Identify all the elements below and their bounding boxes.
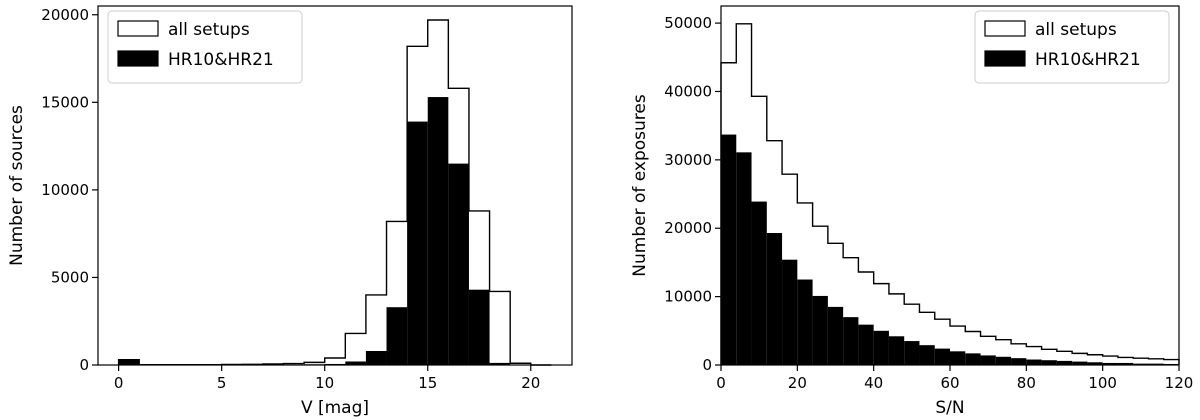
y-tick-label: 10000 (664, 288, 712, 306)
bar (812, 295, 828, 365)
y-tick-label: 10000 (41, 181, 89, 199)
legend-label: HR10&HR21 (168, 50, 274, 70)
x-tick-label: 80 (1017, 374, 1036, 392)
bar (721, 134, 737, 365)
x-tick-label: 60 (940, 374, 959, 392)
y-axis-label: Number of exposures (630, 94, 650, 277)
bar (1011, 358, 1027, 365)
bar (782, 259, 798, 365)
x-axis-label: V [mag] (301, 398, 369, 418)
legend-swatch (984, 20, 1026, 37)
bar (751, 201, 767, 365)
x-tick-label: 0 (716, 374, 726, 392)
y-tick-label: 15000 (41, 93, 89, 111)
bar (736, 152, 752, 365)
x-tick-label: 15 (418, 374, 437, 392)
x-tick-label: 5 (217, 374, 227, 392)
bar (1148, 363, 1164, 365)
bar (888, 336, 905, 365)
x-tick-label: 10 (315, 374, 334, 392)
bar (468, 289, 490, 365)
bar (448, 163, 469, 365)
legend-swatch (984, 50, 1026, 67)
bar (965, 353, 981, 365)
y-tick-label: 20000 (664, 219, 712, 237)
bar (118, 360, 140, 365)
y-tick-label: 50000 (664, 14, 712, 32)
bar (1117, 362, 1134, 365)
y-tick-label: 40000 (664, 82, 712, 100)
bar (1087, 362, 1103, 365)
x-tick-label: 40 (864, 374, 883, 392)
legend: all setups HR10&HR21 (107, 10, 303, 84)
chart-panel-1: 0 5 10 15 20 0 5000 10000 15000 20000 V [mag] Numbe… (7, 5, 573, 418)
x-tick-label: 120 (1165, 374, 1194, 392)
axes-frame (97, 5, 573, 366)
y-tick-label: 30000 (664, 151, 712, 169)
legend-label: HR10&HR21 (1035, 50, 1141, 70)
legend-label: all setups (168, 20, 250, 40)
bar (827, 306, 844, 365)
series-1-bars (721, 134, 1179, 365)
bar (1041, 360, 1057, 365)
bar (934, 348, 950, 365)
chart-panel-2: 0 20 40 60 80 100 120 0 10000 20000 30000 40000 5000… (630, 5, 1194, 418)
bar (873, 330, 889, 365)
bar (766, 233, 783, 365)
bar (386, 307, 408, 365)
y-tick-label: 0 (79, 356, 89, 374)
y-axis-label: Number of sources (7, 105, 27, 266)
legend-label: all setups (1035, 20, 1117, 40)
bar (980, 355, 996, 365)
legend: all setups HR10&HR21 (974, 10, 1170, 84)
series-1-bars (118, 97, 531, 365)
bar (858, 324, 874, 365)
x-tick-label: 100 (1088, 374, 1117, 392)
legend-swatch (117, 50, 159, 67)
y-tick-label: 20000 (41, 6, 89, 24)
bar (365, 350, 387, 365)
x-tick-label: 0 (114, 374, 124, 392)
bar (427, 97, 449, 365)
bar (843, 317, 859, 365)
bar (1026, 359, 1042, 365)
bar (345, 361, 366, 365)
x-tick-label: 20 (788, 374, 807, 392)
bar (1133, 363, 1149, 365)
bar (489, 362, 511, 365)
y-tick-label: 5000 (51, 268, 89, 286)
legend-swatch (117, 20, 159, 37)
x-tick-label: 20 (521, 374, 540, 392)
x-axis-label: S/N (935, 398, 964, 418)
series-0-step-line (720, 23, 1180, 365)
y-tick-label: 0 (702, 356, 712, 374)
bar (995, 356, 1012, 365)
bar (1102, 362, 1118, 365)
bar (797, 279, 813, 365)
bar (1056, 360, 1073, 365)
bar (904, 341, 920, 365)
bar (919, 345, 935, 365)
bar (950, 351, 966, 365)
bar (1072, 361, 1088, 365)
bar (407, 121, 428, 365)
